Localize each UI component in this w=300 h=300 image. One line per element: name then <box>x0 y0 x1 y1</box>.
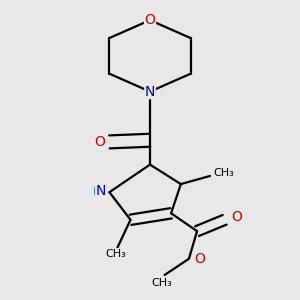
Text: N: N <box>96 184 106 198</box>
Text: N: N <box>145 85 155 99</box>
Text: O: O <box>194 252 205 266</box>
Text: CH₃: CH₃ <box>106 249 126 259</box>
Text: O: O <box>231 209 242 224</box>
Text: CH₃: CH₃ <box>151 278 172 288</box>
Text: O: O <box>94 135 105 149</box>
Text: O: O <box>145 13 155 27</box>
Text: CH₃: CH₃ <box>213 168 234 178</box>
Text: H: H <box>93 187 101 197</box>
